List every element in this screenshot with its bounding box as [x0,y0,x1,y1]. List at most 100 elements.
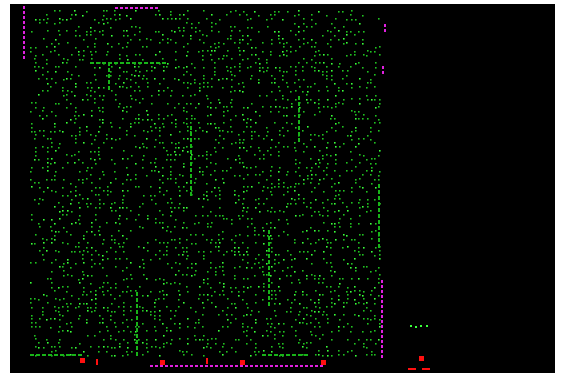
maze-dot [219,198,221,200]
maze-dot [119,215,121,217]
maze-dot [78,51,80,53]
maze-dot [286,275,288,277]
maze-dot [314,311,316,313]
maze-dot [194,274,196,276]
maze-dot [114,347,116,349]
maze-dot [71,199,73,201]
maze-dot [286,71,288,73]
maze-dot [30,47,32,49]
maze-dot [306,278,308,280]
maze-dot [135,342,137,344]
maze-dot [271,238,273,240]
maze-dot [271,91,273,93]
maze-dot [362,234,364,236]
maze-dot [170,159,172,161]
maze-dot [143,274,145,276]
maze-dot [43,191,45,193]
maze-dot [247,278,249,280]
maze-dot [186,227,188,229]
maze-dot [306,26,308,28]
border-dash [23,51,25,54]
maze-dot [95,294,97,296]
maze-dot [175,119,177,121]
maze-dot [130,79,132,81]
maze-dot [50,163,52,165]
maze-dot [254,131,256,133]
maze-dot [286,206,288,208]
maze-dot [142,203,144,205]
maze-dot [154,162,156,164]
maze-dot [243,278,245,280]
maze-dot [83,50,85,52]
maze-dot [38,94,40,96]
maze-dot [266,263,268,265]
maze-dot [359,86,361,88]
maze-dot [299,282,301,284]
maze-dot [187,338,189,340]
maze-dot [202,339,204,341]
maze-dot [146,278,148,280]
maze-dot [374,199,376,201]
maze-dot [58,30,60,32]
maze-dot [35,262,37,264]
maze-dot [326,147,328,149]
maze-dot [122,183,124,185]
maze-dot [58,331,60,333]
maze-dot [71,14,73,16]
maze-dot [303,18,305,20]
maze-dot [351,139,353,141]
maze-dot [167,242,169,244]
maze-dot [206,18,208,20]
maze-dot [211,14,213,16]
maze-dot [150,314,152,316]
game-screen[interactable] [10,4,555,373]
maze-dot [370,210,372,212]
maze-dot [263,230,265,232]
maze-dot [103,174,105,176]
wall-dash [268,290,270,294]
maze-dot [295,171,297,173]
maze-dot [318,183,320,185]
maze-dot [362,206,364,208]
maze-dot [282,95,284,97]
maze-dot [91,231,93,233]
maze-dot [251,267,253,269]
maze-dot [54,175,56,177]
maze-dot [83,235,85,237]
maze-dot [82,271,84,273]
maze-dot [362,174,364,176]
maze-dot [174,151,176,153]
maze-dot [119,223,121,225]
maze-dot [290,307,292,309]
maze-dot [311,178,313,180]
maze-dot [202,302,204,304]
maze-dot [107,290,109,292]
maze-dot [118,43,120,45]
maze-dot [326,86,328,88]
maze-dot [179,242,181,244]
maze-dot [186,118,188,120]
maze-dot [271,39,273,41]
maze-dot [70,203,72,205]
maze-dot [327,163,329,165]
maze-dot [327,242,329,244]
maze-dot [355,182,357,184]
maze-dot [62,131,64,133]
maze-dot [51,238,53,240]
maze-dot [79,127,81,129]
maze-dot [67,90,69,92]
maze-dot [106,54,108,56]
border-dash [23,56,25,59]
border-dash [230,365,233,367]
maze-dot [210,242,212,244]
maze-dot [195,243,197,245]
maze-dot [147,250,149,252]
maze-dot [30,262,32,264]
maze-dot [142,342,144,344]
maze-dot [339,175,341,177]
maze-dot [315,354,317,356]
maze-dot [150,195,152,197]
maze-dot [134,334,136,336]
maze-dot [239,147,241,149]
maze-dot [319,294,321,296]
